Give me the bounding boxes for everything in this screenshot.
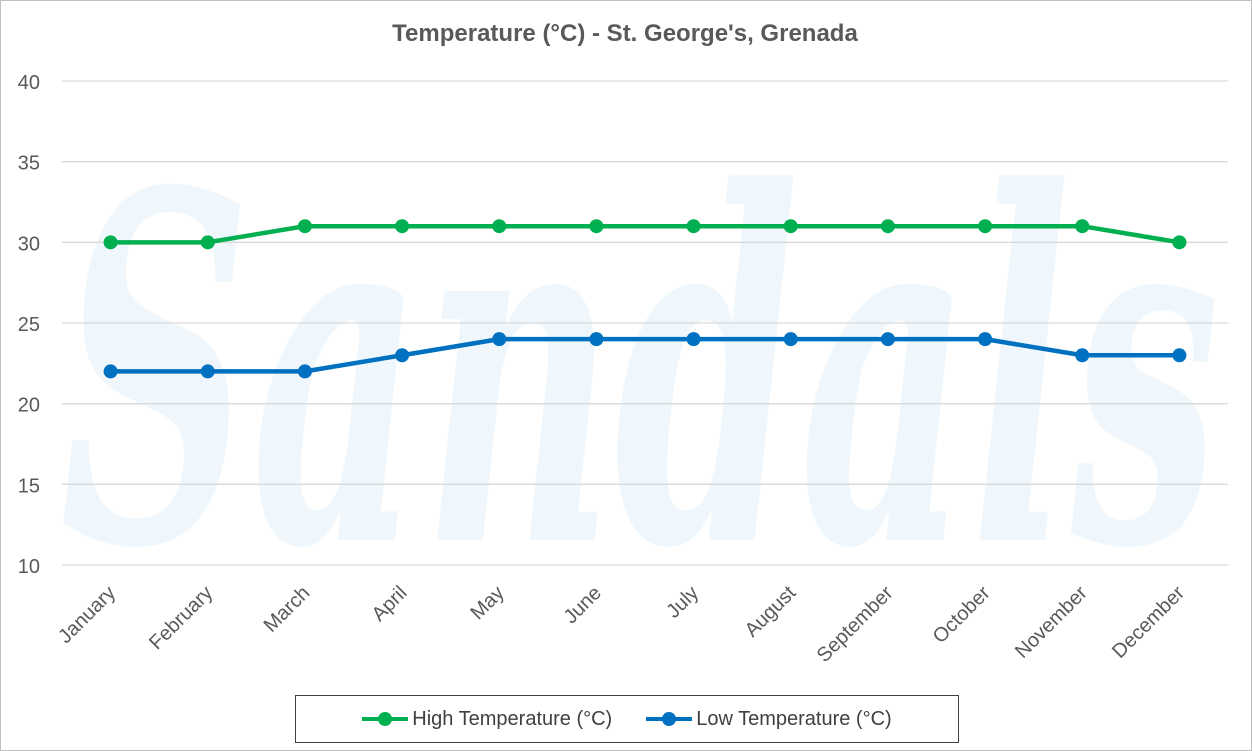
series-line	[108, 223, 1182, 245]
x-tick-label: April	[368, 582, 412, 626]
data-point	[880, 219, 895, 234]
data-point	[880, 332, 895, 347]
y-tick-label: 40	[18, 72, 40, 94]
data-point	[978, 332, 993, 347]
gridlines	[62, 80, 1228, 566]
y-tick-label: 30	[18, 233, 40, 255]
data-point	[686, 219, 701, 234]
data-point	[1075, 348, 1090, 363]
y-tick-label: 25	[18, 314, 40, 336]
x-tick-label: October	[929, 582, 995, 648]
legend-label-high: High Temperature (°C)	[412, 707, 613, 730]
y-axis-ticks: 10 15 20 25 30 35 40	[18, 72, 40, 578]
data-point	[978, 219, 993, 234]
series-group	[103, 219, 1187, 379]
legend-item-high: High Temperature (°C)	[362, 708, 612, 731]
data-point	[783, 332, 798, 347]
series-low	[103, 332, 1187, 379]
data-point	[103, 364, 118, 379]
watermark-logo: Sandals	[60, 90, 1220, 570]
data-point	[395, 219, 410, 234]
x-tick-label: November	[1011, 582, 1092, 663]
x-tick-label: June	[560, 582, 606, 628]
data-point	[1075, 219, 1090, 234]
y-tick-label: 15	[18, 475, 40, 497]
x-tick-label: January	[54, 582, 120, 648]
legend-swatch-high	[362, 712, 409, 726]
x-tick-label: July	[662, 582, 703, 623]
data-point	[103, 235, 118, 250]
x-tick-label: March	[260, 582, 315, 637]
x-axis-ticks: January February March April May June July Augu…	[54, 582, 1189, 667]
legend-label-low: Low Temperature (°C)	[696, 707, 892, 730]
chart-title: Temperature (°C) - St. George's, Grenada	[392, 20, 858, 47]
y-tick-label: 20	[18, 395, 40, 417]
data-point	[492, 219, 507, 234]
data-point	[395, 348, 410, 363]
data-point	[200, 235, 215, 250]
data-point	[589, 332, 604, 347]
x-tick-label: May	[467, 582, 509, 624]
chart-plot: 10 15 20 25 30 35 40 January February March April…	[18, 72, 1228, 667]
watermark: Sandals	[60, 90, 1220, 570]
data-point	[1172, 348, 1187, 363]
series-high	[103, 219, 1187, 250]
y-tick-label: 10	[18, 556, 40, 578]
x-tick-label: August	[741, 582, 801, 642]
x-tick-label: December	[1108, 582, 1189, 663]
series-line	[108, 336, 1182, 374]
data-point	[589, 219, 604, 234]
data-point	[783, 219, 798, 234]
data-point	[297, 219, 312, 234]
legend-swatch-low	[646, 712, 693, 726]
data-point	[200, 364, 215, 379]
data-point	[686, 332, 701, 347]
x-tick-label: September	[813, 582, 898, 667]
y-tick-label: 35	[18, 153, 40, 175]
data-point	[492, 332, 507, 347]
x-tick-label: February	[145, 582, 217, 654]
legend: High Temperature (°C) Low Temperature (°…	[295, 695, 959, 743]
legend-item-low: Low Temperature (°C)	[646, 707, 892, 731]
data-point	[297, 364, 312, 379]
data-point	[1172, 235, 1187, 250]
